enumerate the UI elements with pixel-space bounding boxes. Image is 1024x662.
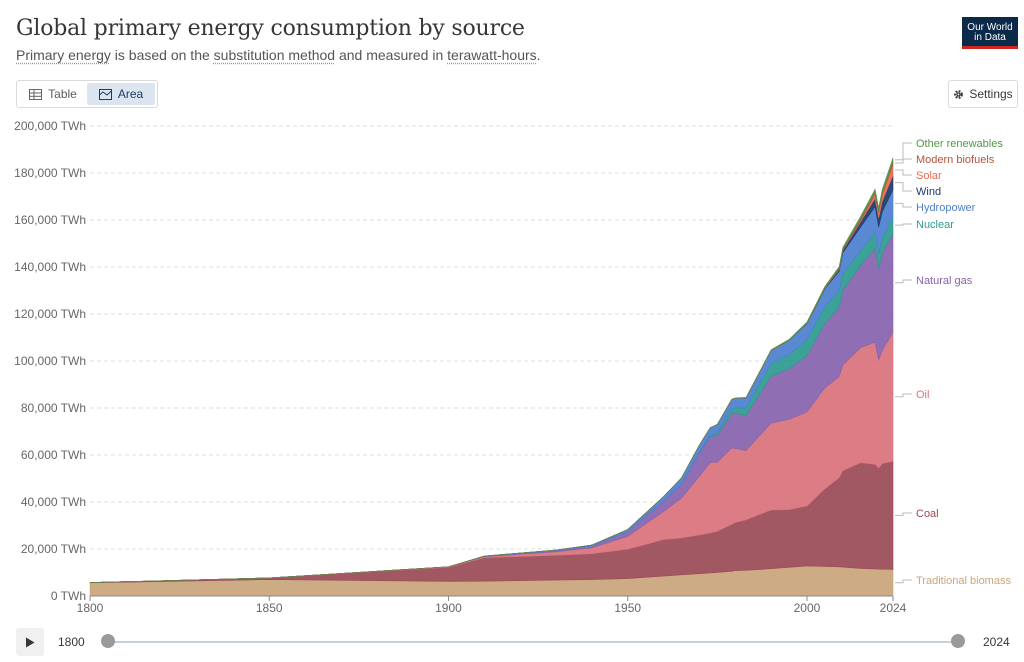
timeline: 1800 2024: [0, 626, 1024, 656]
legend-connector: [895, 393, 912, 398]
area-series: [89, 157, 894, 597]
y-tick-label: 20,000 TWh: [21, 542, 86, 556]
legend-label-wind[interactable]: Wind: [916, 186, 941, 198]
table-tab-label: Table: [48, 87, 77, 101]
x-tick-label: 1900: [435, 601, 462, 615]
gear-icon: [954, 89, 964, 99]
y-tick-label: 140,000 TWh: [14, 260, 86, 274]
y-tick-label: 120,000 TWh: [14, 307, 86, 321]
timeline-end-year: 2024: [983, 635, 1010, 649]
y-tick-label: 180,000 TWh: [14, 166, 86, 180]
chart-subtitle: Primary energy is based on the substitut…: [16, 47, 541, 63]
legend-label-modern-biofuels[interactable]: Modern biofuels: [916, 154, 995, 166]
y-tick-label: 160,000 TWh: [14, 213, 86, 227]
legend-connector: [895, 169, 912, 176]
y-tick-label: 60,000 TWh: [21, 448, 86, 462]
view-toggle: Table Area: [16, 80, 158, 108]
timeline-start-year: 1800: [58, 635, 85, 649]
legend: Traditional biomass Coal Oil Natural gas Nuc…: [895, 138, 1011, 587]
legend-label-natural-gas[interactable]: Natural gas: [916, 275, 973, 287]
table-tab[interactable]: Table: [19, 83, 87, 105]
area-tab[interactable]: Area: [87, 83, 155, 105]
area-tab-label: Area: [117, 87, 144, 101]
x-tick-label: 2024: [880, 601, 907, 615]
timeline-start-handle[interactable]: [101, 634, 115, 648]
stacked-area-chart: 0 TWh 20,000 TWh 40,000 TWh 60,000 TWh 80,00…: [14, 119, 1011, 615]
subtitle-text: is based on the: [110, 47, 214, 63]
y-tick-label: 0 TWh: [51, 589, 86, 603]
play-button[interactable]: [16, 628, 44, 656]
legend-connector: [895, 182, 912, 192]
legend-connector: [895, 223, 912, 226]
x-axis: 1800 1850 1900 1950 2000 2024: [77, 595, 907, 615]
x-tick-label: 1850: [256, 601, 283, 615]
y-axis: 0 TWh 20,000 TWh 40,000 TWh 60,000 TWh 80,00…: [14, 119, 86, 603]
play-icon: [26, 637, 35, 647]
table-icon: [29, 88, 43, 100]
subtitle-text: .: [536, 47, 541, 63]
subtitle-link-terawatt-hours[interactable]: terawatt-hours: [447, 47, 537, 63]
y-tick-label: 80,000 TWh: [21, 401, 86, 415]
area-other-renewables[interactable]: [89, 157, 894, 583]
timeline-end-handle[interactable]: [951, 634, 965, 648]
legend-label-coal[interactable]: Coal: [916, 508, 939, 520]
chart-title: Global primary energy consumption by sou…: [16, 16, 525, 41]
x-tick-label: 1800: [77, 601, 104, 615]
legend-label-other-renewables[interactable]: Other renewables: [916, 138, 1003, 150]
subtitle-text: and measured in: [335, 47, 448, 63]
settings-label: Settings: [969, 87, 1013, 101]
x-tick-label: 2000: [794, 601, 821, 615]
grid-lines: [90, 125, 893, 550]
settings-button[interactable]: Settings: [948, 80, 1018, 108]
subtitle-link-primary-energy[interactable]: Primary energy: [16, 47, 111, 63]
legend-label-nuclear[interactable]: Nuclear: [916, 219, 954, 231]
legend-label-hydropower[interactable]: Hydropower: [916, 202, 976, 214]
y-tick-label: 200,000 TWh: [14, 119, 86, 133]
legend-connector: [895, 512, 912, 516]
legend-connector: [895, 202, 912, 208]
legend-connector: [895, 158, 912, 164]
legend-connector: [895, 279, 912, 284]
legend-connector: [895, 579, 912, 584]
logo-line-2: in Data: [974, 32, 1006, 43]
timeline-track[interactable]: [108, 641, 958, 643]
legend-label-oil[interactable]: Oil: [916, 389, 929, 401]
x-tick-label: 1950: [614, 601, 641, 615]
subtitle-link-substitution-method[interactable]: substitution method: [213, 47, 336, 63]
y-tick-label: 40,000 TWh: [21, 495, 86, 509]
area-chart-icon: [98, 88, 112, 100]
y-tick-label: 100,000 TWh: [14, 354, 86, 368]
legend-label-traditional-biomass[interactable]: Traditional biomass: [916, 575, 1011, 587]
owid-logo[interactable]: Our World in Data: [962, 17, 1018, 49]
logo-line-1: Our World: [967, 22, 1013, 33]
legend-label-solar[interactable]: Solar: [916, 170, 942, 182]
legend-connector: [895, 142, 912, 161]
